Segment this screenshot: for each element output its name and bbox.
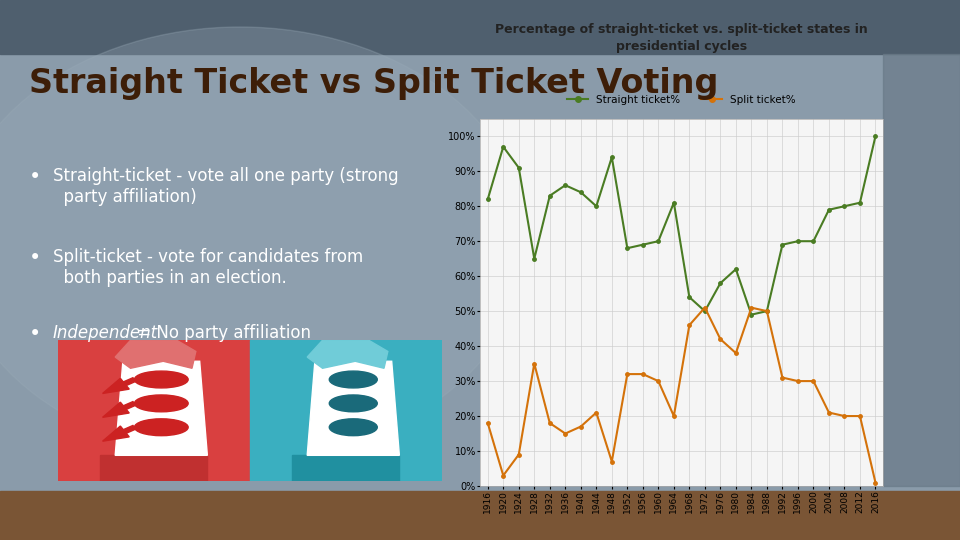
Text: Straight Ticket vs Split Ticket Voting: Straight Ticket vs Split Ticket Voting	[29, 68, 718, 100]
Text: Split-ticket - vote for candidates from
  both parties in an election.: Split-ticket - vote for candidates from …	[53, 248, 363, 287]
Polygon shape	[115, 340, 196, 368]
Text: = No party affiliation: = No party affiliation	[132, 324, 310, 342]
Legend: Straight ticket%, Split ticket%: Straight ticket%, Split ticket%	[563, 91, 801, 109]
Polygon shape	[307, 340, 388, 368]
Text: •: •	[29, 167, 41, 187]
Ellipse shape	[329, 395, 377, 412]
Text: Straight-ticket - vote all one party (strong
  party affiliation): Straight-ticket - vote all one party (st…	[53, 167, 398, 206]
Ellipse shape	[134, 419, 188, 436]
Bar	[100, 455, 207, 481]
Ellipse shape	[329, 371, 377, 388]
Polygon shape	[307, 361, 399, 455]
Bar	[883, 54, 960, 486]
Ellipse shape	[134, 371, 188, 388]
FancyArrow shape	[103, 402, 136, 417]
Ellipse shape	[0, 27, 528, 459]
Bar	[292, 455, 399, 481]
Bar	[58, 340, 250, 481]
Ellipse shape	[134, 395, 188, 412]
Bar	[0, 0, 960, 54]
FancyArrow shape	[103, 377, 136, 394]
Text: Independent: Independent	[53, 324, 158, 342]
Text: Percentage of straight-ticket vs. split-ticket states in
presidential cycles: Percentage of straight-ticket vs. split-…	[495, 23, 868, 53]
Text: •: •	[29, 324, 41, 344]
FancyArrow shape	[103, 426, 136, 441]
Bar	[0, 491, 960, 540]
Ellipse shape	[329, 419, 377, 436]
Bar	[250, 340, 442, 481]
Text: •: •	[29, 248, 41, 268]
Polygon shape	[115, 361, 207, 455]
